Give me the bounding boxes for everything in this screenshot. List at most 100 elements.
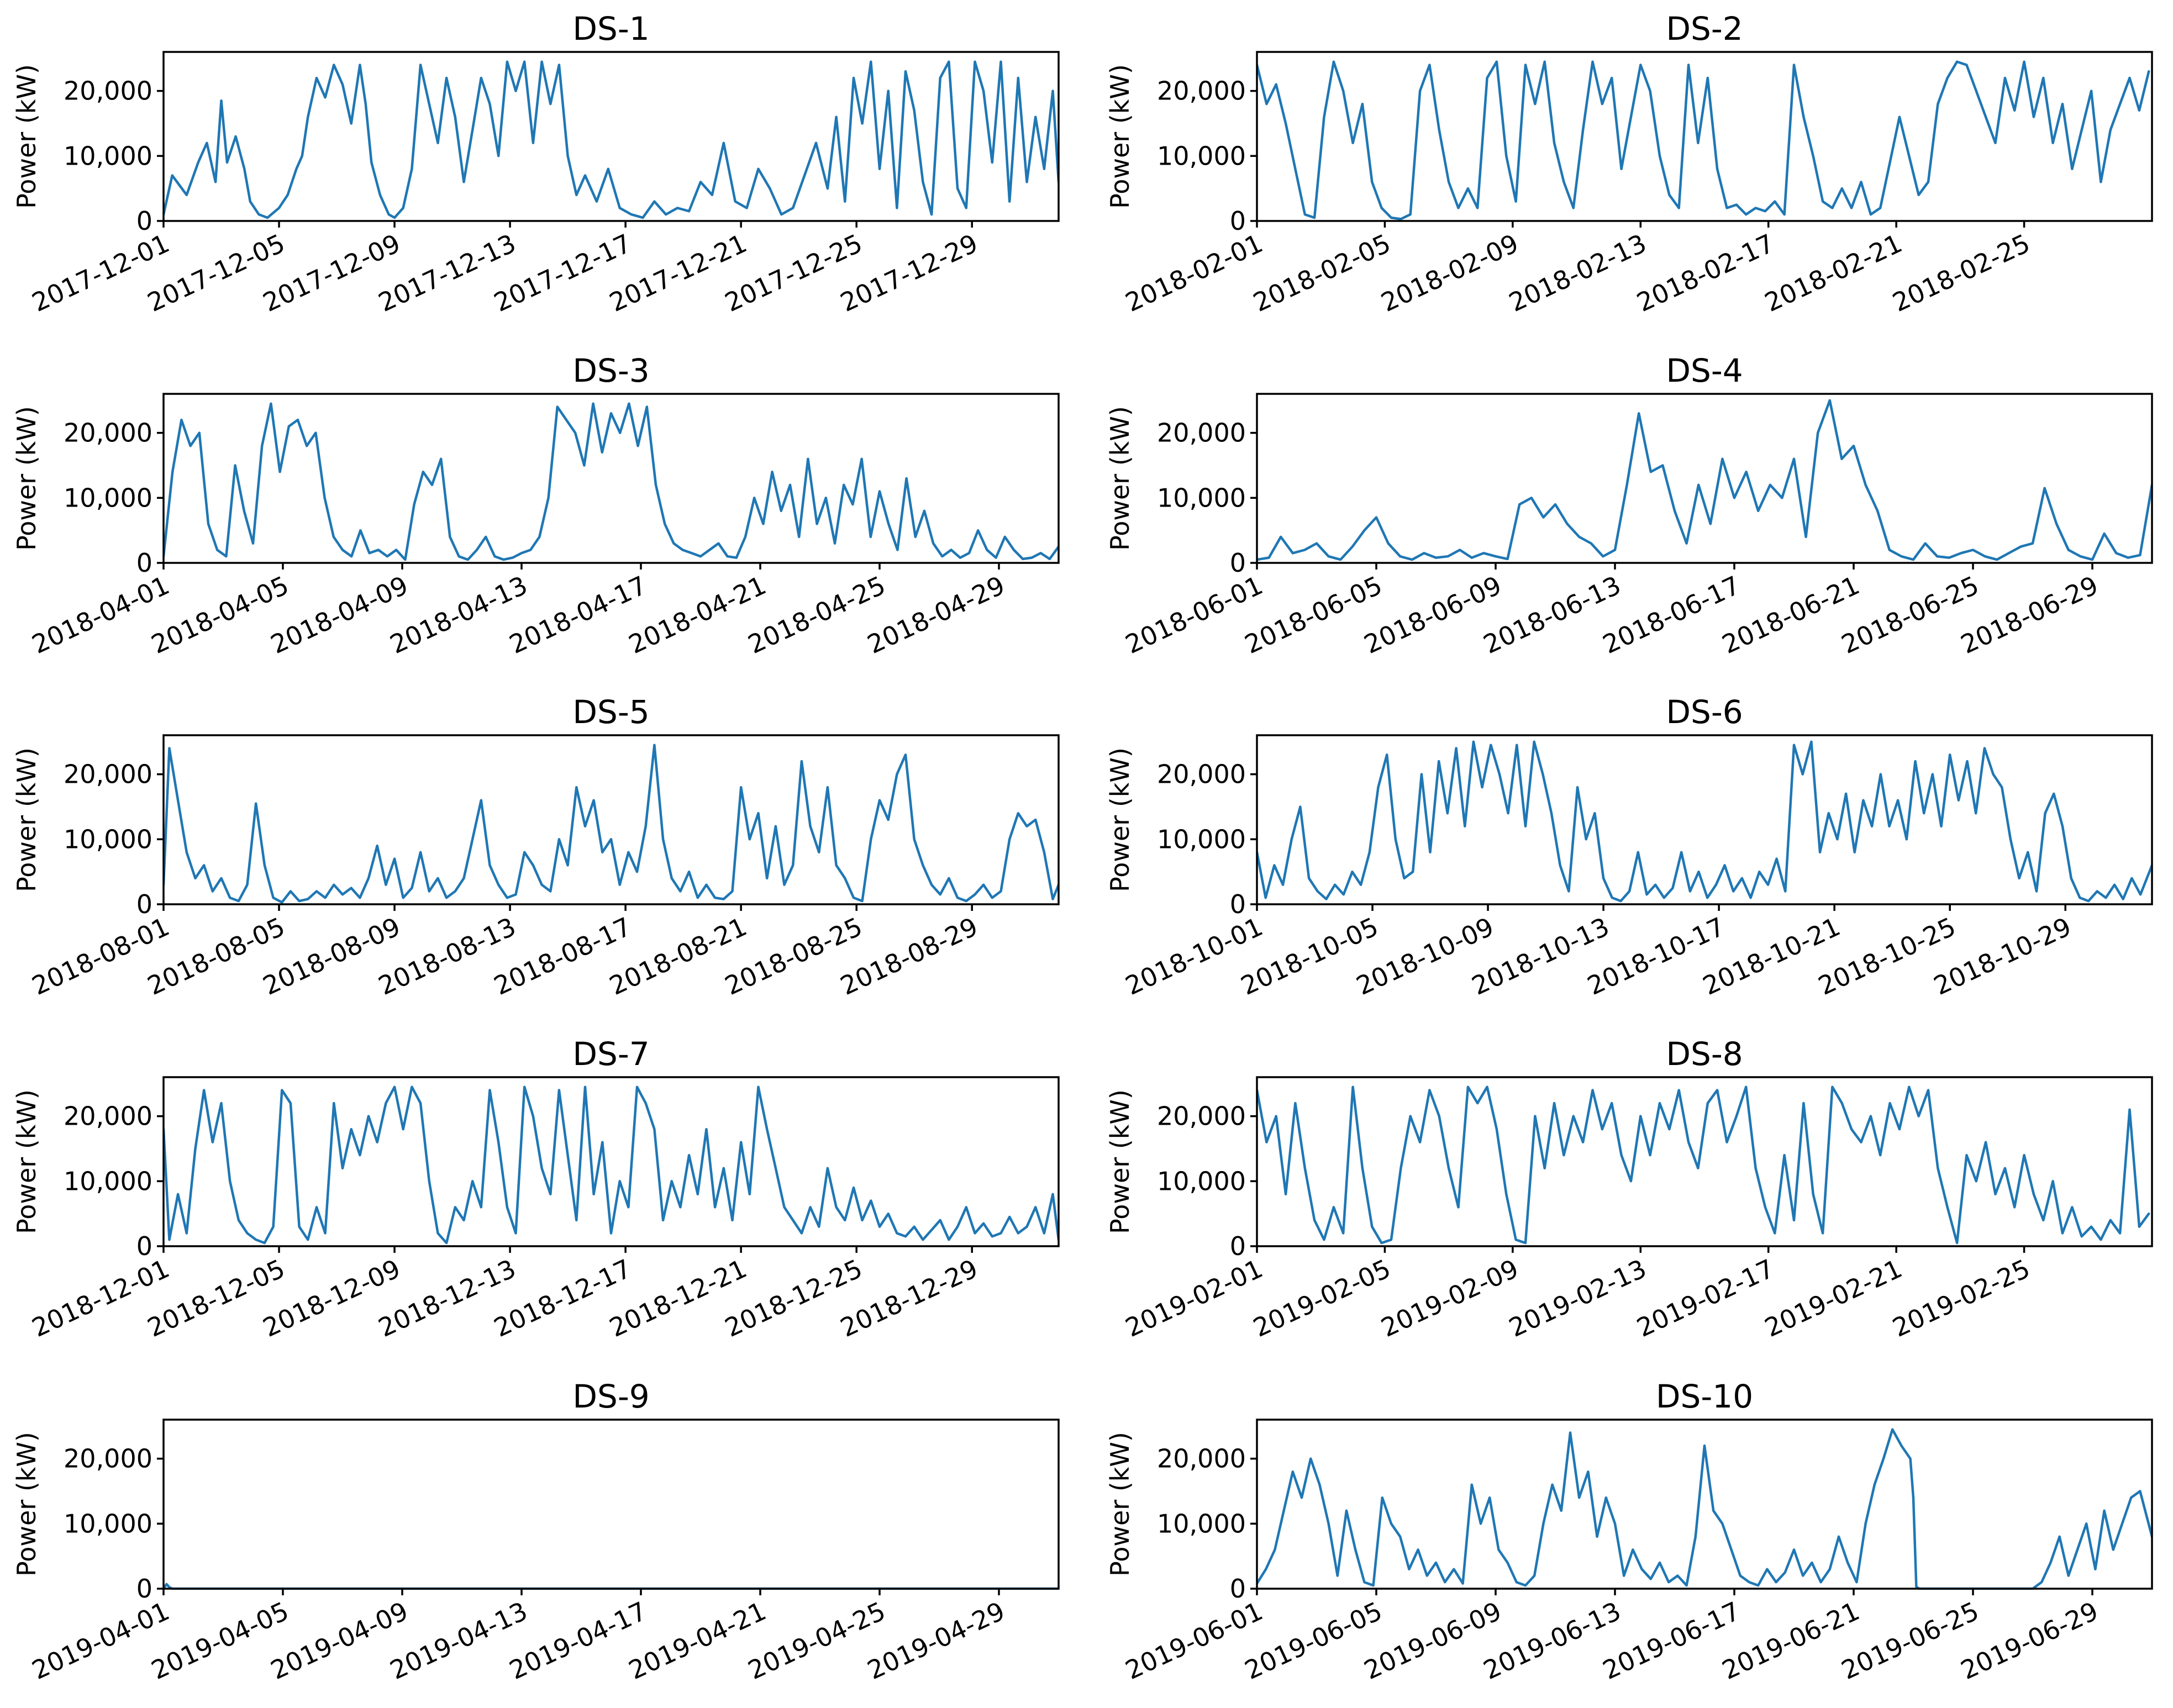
chart-2-xtick-label: 2018-02-01 [1121, 228, 1267, 318]
chart-8-ytick-label: 0 [1230, 1231, 1246, 1261]
chart-10-xtick-label: 2019-06-13 [1479, 1596, 1625, 1685]
chart-8-axes-frame [1256, 1076, 2153, 1247]
chart-6-panel: 010,00020,0002018-10-012018-10-052018-10… [1105, 693, 2153, 1001]
chart-8-xtick-label: 2019-02-25 [1888, 1253, 2034, 1343]
chart-10-xtick-label: 2019-06-05 [1240, 1596, 1387, 1685]
chart-8-series-line [1257, 1085, 2150, 1245]
chart-5-axes-frame [162, 734, 1060, 905]
chart-4-xtick-label: 2018-06-05 [1240, 570, 1387, 660]
chart-9-xtick-label: 2019-04-09 [266, 1596, 413, 1685]
chart-3-ytick-label: 20,000 [64, 418, 152, 448]
chart-3-panel: 010,00020,0002018-04-012018-04-052018-04… [12, 352, 1060, 660]
chart-2-series-line [1257, 60, 2150, 220]
chart-4-ytick-label: 20,000 [1157, 418, 1246, 448]
chart-3-title: DS-3 [572, 352, 649, 389]
chart-9-axes-frame [162, 1419, 1060, 1590]
chart-6-ytick-label: 0 [1230, 889, 1246, 919]
chart-1-ytick-label: 0 [136, 206, 152, 236]
chart-4-xtick-label: 2018-06-17 [1598, 570, 1745, 660]
chart-8-ylabel: Power (kW) [1105, 1089, 1135, 1234]
chart-2-ytick-label: 10,000 [1157, 141, 1246, 171]
chart-4-xtick-label: 2018-06-01 [1121, 570, 1267, 660]
chart-9-xtick-label: 2019-04-29 [863, 1596, 1009, 1685]
chart-3-xtick-label: 2018-04-17 [505, 570, 651, 660]
chart-9-xtick-label: 2019-04-05 [147, 1596, 293, 1685]
chart-2-xtick-label: 2018-02-05 [1249, 228, 1395, 318]
chart-8-xtick-label: 2019-02-21 [1760, 1253, 1907, 1343]
chart-10-title: DS-10 [1656, 1378, 1753, 1415]
chart-9-xtick-label: 2019-04-13 [386, 1596, 532, 1685]
chart-9-ylabel: Power (kW) [12, 1432, 41, 1577]
chart-9-title: DS-9 [572, 1378, 649, 1415]
chart-2-xtick-label: 2018-02-25 [1888, 228, 2034, 318]
chart-4-xtick-label: 2018-06-13 [1479, 570, 1625, 660]
chart-1-ytick-label: 10,000 [64, 141, 152, 171]
chart-10-series-line [1257, 1428, 2152, 1590]
chart-3-xtick-label: 2018-04-05 [147, 570, 293, 660]
chart-5-panel: 010,00020,0002018-08-012018-08-052018-08… [12, 693, 1060, 1001]
chart-4-title: DS-4 [1666, 352, 1743, 389]
chart-3-ylabel: Power (kW) [12, 406, 41, 551]
chart-9-xtick-label: 2019-04-17 [505, 1596, 651, 1685]
chart-6-axes-frame [1256, 734, 2153, 905]
chart-4-xtick-label: 2018-06-09 [1360, 570, 1506, 660]
chart-2-axes-frame [1256, 51, 2153, 222]
chart-6-ytick-label: 20,000 [1157, 760, 1246, 789]
chart-2-xtick-label: 2018-02-13 [1504, 228, 1651, 318]
chart-6-ylabel: Power (kW) [1105, 747, 1135, 892]
chart-2-title: DS-2 [1666, 10, 1743, 48]
chart-4-series-line [1257, 399, 2152, 561]
chart-4-ytick-label: 10,000 [1157, 483, 1246, 513]
chart-5-ytick-label: 0 [136, 889, 152, 919]
chart-6-ytick-label: 10,000 [1157, 824, 1246, 854]
chart-1-ytick-label: 20,000 [64, 76, 152, 106]
chart-4-ylabel: Power (kW) [1105, 406, 1135, 551]
chart-9-xtick-label: 2019-04-25 [744, 1596, 890, 1685]
chart-4-panel: 010,00020,0002018-06-012018-06-052018-06… [1105, 352, 2153, 660]
chart-5-ytick-label: 10,000 [64, 824, 152, 854]
chart-1-ylabel: Power (kW) [12, 64, 41, 209]
chart-7-ylabel: Power (kW) [12, 1089, 41, 1234]
chart-1-panel: 010,00020,0002017-12-012017-12-052017-12… [12, 10, 1060, 318]
chart-10-xtick-label: 2019-06-21 [1718, 1596, 1864, 1685]
chart-8-panel: 010,00020,0002019-02-012019-02-052019-02… [1105, 1035, 2153, 1343]
chart-4-xtick-label: 2018-06-29 [1956, 570, 2103, 660]
chart-4-ytick-label: 0 [1230, 548, 1246, 578]
chart-4-axes-frame [1256, 393, 2153, 564]
chart-9-panel: 010,00020,0002019-04-012019-04-052019-04… [12, 1378, 1060, 1685]
chart-2-panel: 010,00020,0002018-02-012018-02-052018-02… [1105, 10, 2153, 318]
chart-3-series-line [164, 402, 1059, 561]
chart-1-title: DS-1 [572, 10, 649, 48]
chart-5-ylabel: Power (kW) [12, 747, 41, 892]
chart-5-ytick-label: 20,000 [64, 760, 152, 789]
chart-10-ylabel: Power (kW) [1105, 1432, 1135, 1577]
chart-10-xtick-label: 2019-06-09 [1360, 1596, 1506, 1685]
chart-8-xtick-label: 2019-02-09 [1376, 1253, 1523, 1343]
chart-8-ytick-label: 10,000 [1157, 1166, 1246, 1196]
chart-8-ytick-label: 20,000 [1157, 1101, 1246, 1131]
chart-3-xtick-label: 2018-04-21 [624, 570, 771, 660]
chart-8-title: DS-8 [1666, 1035, 1743, 1073]
chart-2-ylabel: Power (kW) [1105, 64, 1135, 209]
chart-10-xtick-label: 2019-06-17 [1598, 1596, 1745, 1685]
chart-7-ytick-label: 20,000 [64, 1101, 152, 1131]
chart-3-ytick-label: 10,000 [64, 483, 152, 513]
chart-6-title: DS-6 [1666, 693, 1743, 731]
chart-8-xtick-label: 2019-02-17 [1632, 1253, 1779, 1343]
chart-10-xtick-label: 2019-06-01 [1121, 1596, 1267, 1685]
chart-1-axes-frame [162, 51, 1060, 222]
chart-3-xtick-label: 2018-04-01 [28, 570, 174, 660]
chart-3-xtick-label: 2018-04-09 [266, 570, 413, 660]
chart-5-title: DS-5 [572, 693, 649, 731]
chart-4-xtick-label: 2018-06-25 [1837, 570, 1983, 660]
chart-1-series-line [164, 60, 1059, 219]
chart-10-xtick-label: 2019-06-29 [1956, 1596, 2103, 1685]
chart-3-xtick-label: 2018-04-25 [744, 570, 890, 660]
chart-6-series-line [1257, 740, 2152, 903]
chart-3-xtick-label: 2018-04-13 [386, 570, 532, 660]
chart-7-panel: 010,00020,0002018-12-012018-12-052018-12… [12, 1035, 1060, 1343]
chart-10-ytick-label: 0 [1230, 1574, 1246, 1604]
chart-2-xtick-label: 2018-02-09 [1376, 228, 1523, 318]
chart-3-ytick-label: 0 [136, 548, 152, 578]
chart-9-xtick-label: 2019-04-01 [28, 1596, 174, 1685]
